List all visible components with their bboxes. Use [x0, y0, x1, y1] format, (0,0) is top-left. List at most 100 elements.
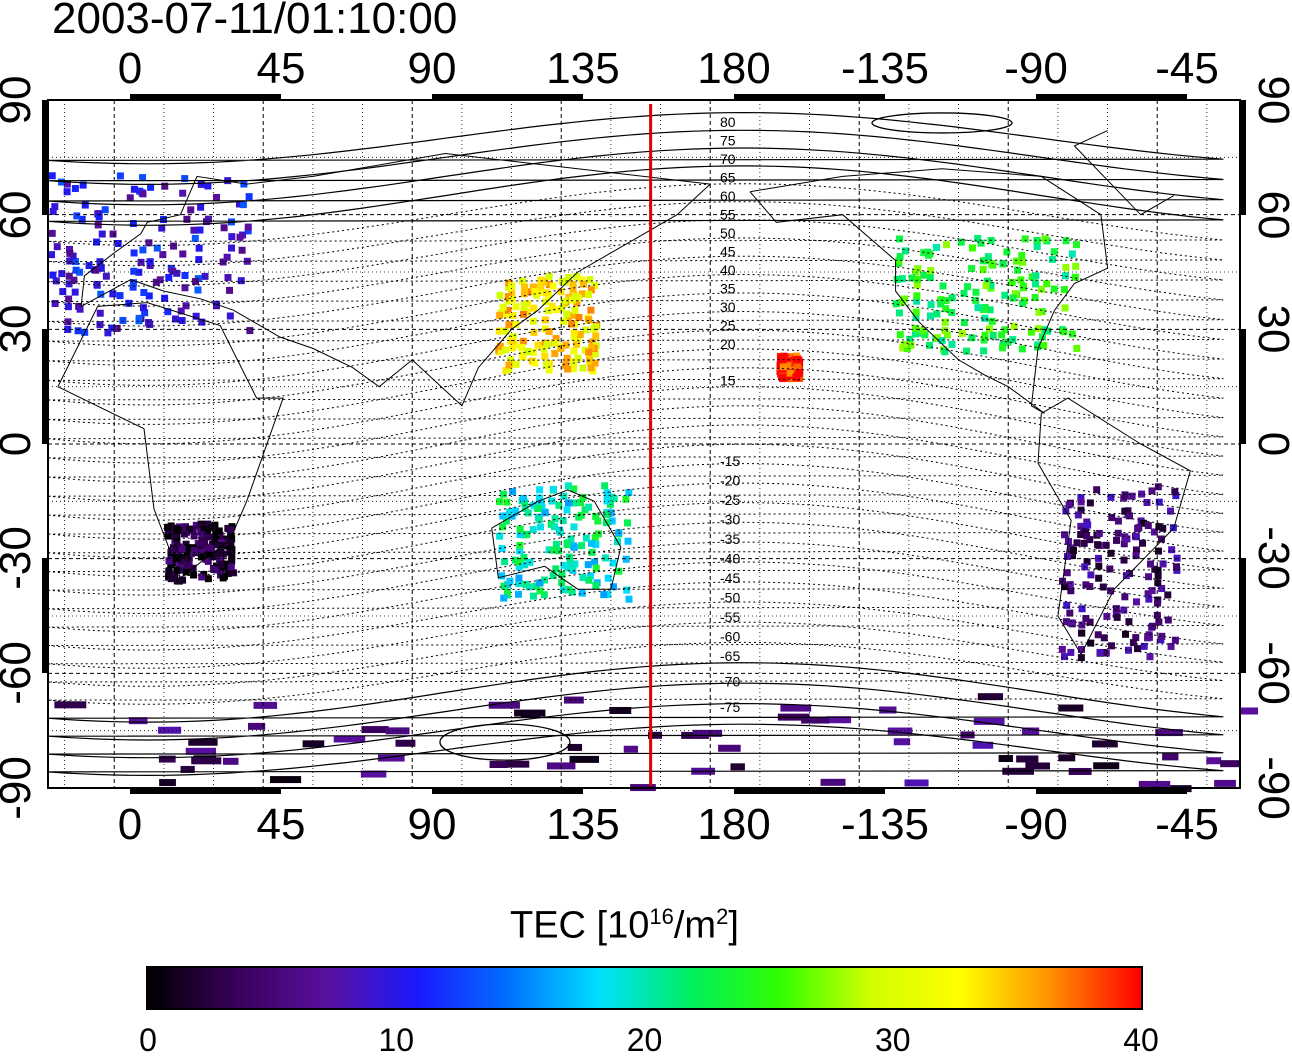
tec-cell [245, 193, 253, 201]
tec-cell [1148, 587, 1156, 595]
tec-cell [217, 550, 225, 558]
tec-cell [1077, 522, 1085, 530]
tec-cell [192, 277, 200, 285]
tec-cell [135, 268, 143, 276]
tec-cell [158, 726, 182, 734]
tec-cell [826, 716, 852, 724]
tec-cell [65, 280, 73, 288]
tec-cell [1120, 556, 1128, 564]
lat-tick-right: -90 [1249, 756, 1292, 820]
tec-map: 80 75 70 65 60 55 50 45 40 35 30 25 20 15 -15 -20 -25 -30… [42, 94, 1259, 794]
tec-cell [1033, 243, 1041, 251]
tec-cell [499, 490, 507, 498]
tec-cell [489, 761, 508, 769]
tec-cell [505, 361, 513, 369]
tec-cell [190, 226, 198, 234]
tec-cell [585, 503, 593, 511]
tec-cell [973, 717, 1005, 725]
tec-cell [592, 582, 600, 590]
tec-cell [1107, 549, 1115, 557]
tec-cell [963, 283, 971, 291]
tec-cell [538, 503, 546, 511]
colorbar-title: TEC [1016/m2] [510, 904, 739, 947]
tec-cell [625, 489, 633, 497]
tec-cell [540, 591, 548, 599]
tec-cell [1077, 494, 1085, 502]
tec-cell [65, 295, 73, 303]
lon-tick-bottom: 90 [407, 800, 457, 849]
tec-cell [570, 358, 578, 366]
tec-cell [173, 566, 181, 574]
tec-cell [49, 207, 57, 215]
tec-cell [587, 539, 595, 547]
coastline [57, 302, 284, 579]
tec-cell [942, 297, 950, 305]
tec-cell [1173, 566, 1181, 574]
tec-cell [948, 340, 956, 348]
tec-cell [1094, 541, 1102, 549]
tec-cell [64, 325, 72, 333]
tec-cell [1132, 598, 1140, 606]
tec-cell [1093, 762, 1120, 770]
tec-cell [520, 310, 528, 318]
tec-cell [499, 303, 507, 311]
tec-cell [181, 271, 189, 279]
tec-cell [504, 293, 512, 301]
tec-cell [1044, 327, 1052, 335]
tec-cell [1072, 262, 1080, 270]
tec-cell [984, 253, 992, 261]
timestamp: 2003-07-11/01:10:00 [52, 0, 458, 43]
tec-cell [601, 482, 609, 490]
tec-cell [587, 572, 595, 580]
tec-cell [72, 266, 80, 274]
tec-cell [578, 542, 586, 550]
tec-cell [179, 557, 187, 565]
tec-cell [982, 282, 990, 290]
tec-cell [514, 709, 546, 717]
tec-cell [1080, 539, 1088, 547]
tec-cell [943, 331, 951, 339]
lon-tick-top: -135 [840, 44, 930, 93]
tec-cell [497, 347, 505, 355]
tec-cell [529, 526, 537, 534]
tec-cell [972, 296, 980, 304]
tec-cell [198, 553, 206, 561]
tec-cell [505, 760, 530, 768]
tec-cell [563, 541, 571, 549]
mlat-label: -65 [720, 648, 740, 664]
tec-cell [496, 311, 504, 319]
tec-cell [1058, 645, 1066, 653]
tec-cell [560, 318, 568, 326]
tec-cell [1168, 546, 1176, 554]
tec-cell [178, 317, 186, 325]
tec-cell [585, 576, 593, 584]
mlat-contour [47, 310, 1224, 386]
tec-cell [1128, 492, 1136, 500]
tec-cell [175, 526, 183, 534]
tec-cell [1220, 760, 1241, 768]
tec-cell [587, 306, 595, 314]
tec-cell [191, 234, 199, 242]
tec-cell [515, 563, 523, 571]
tec-cell [508, 295, 516, 303]
lat-tick-left: -60 [0, 641, 40, 705]
tec-cell [516, 547, 524, 555]
tec-cell [496, 342, 504, 350]
mlat-label: 20 [720, 336, 736, 352]
tec-cell [502, 517, 510, 525]
tec-cell [503, 498, 511, 506]
tec-cell [226, 286, 234, 294]
lat-tick-right: 0 [1248, 432, 1292, 456]
tec-cell [545, 273, 553, 281]
tec-cell [537, 498, 545, 506]
tec-cell [563, 310, 571, 318]
tec-cell [1027, 328, 1035, 336]
tec-cell [509, 312, 517, 320]
tec-cell [1123, 535, 1131, 543]
tec-cell [908, 274, 916, 282]
tec-cell [217, 567, 225, 575]
tec-cell [564, 563, 572, 571]
tec-cell [541, 316, 549, 324]
tec-cell [589, 338, 597, 346]
tec-cell [926, 312, 934, 320]
